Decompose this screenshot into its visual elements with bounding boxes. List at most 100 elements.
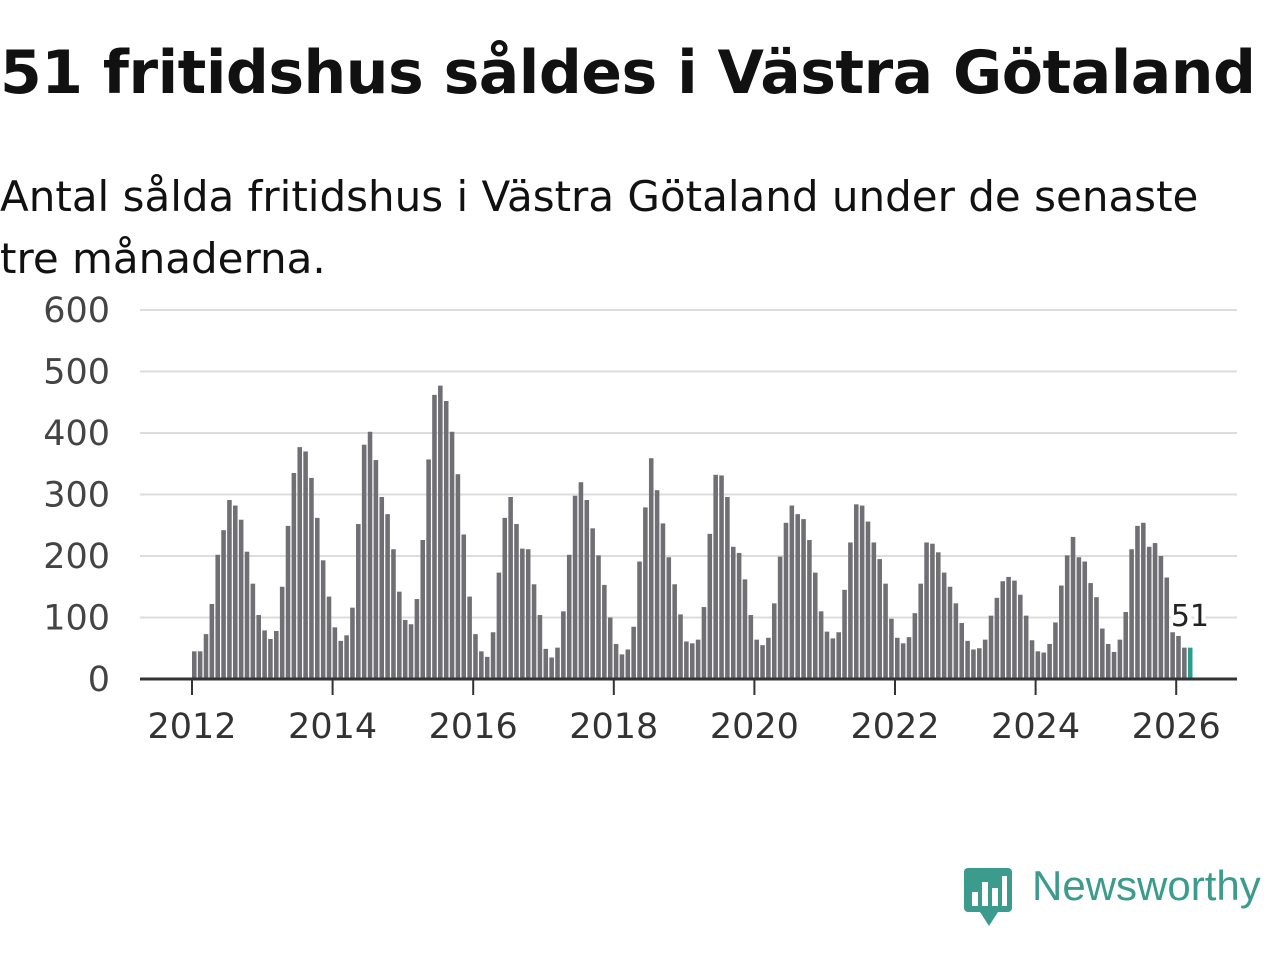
bar (1018, 594, 1023, 679)
y-tick-label: 600 (43, 291, 110, 331)
bar (619, 654, 625, 679)
bar (443, 401, 449, 679)
bar (602, 584, 607, 679)
bar (877, 559, 882, 679)
bar (848, 542, 853, 679)
bar (555, 647, 560, 679)
bar (678, 614, 683, 679)
bar (484, 656, 490, 679)
x-tick-label: 2018 (569, 707, 658, 747)
y-tick-label: 400 (43, 414, 110, 454)
bar (789, 505, 795, 679)
bar (1170, 632, 1175, 679)
bar (988, 615, 994, 679)
bar (590, 528, 595, 679)
highlight-bar (1187, 647, 1193, 679)
bar (771, 603, 777, 679)
bar (672, 584, 677, 679)
bar (426, 459, 431, 679)
bar (520, 548, 525, 679)
bar (256, 615, 261, 679)
bar (285, 525, 291, 679)
bar (1064, 555, 1070, 679)
bar (1123, 611, 1129, 679)
bar (373, 460, 379, 679)
bar (924, 542, 929, 679)
bar (332, 627, 338, 679)
bar (525, 549, 531, 679)
x-tick-label: 2012 (147, 707, 236, 747)
bar (1146, 546, 1152, 679)
bar (233, 505, 238, 679)
bar (1164, 577, 1170, 679)
bar (895, 637, 900, 679)
bar (238, 519, 244, 679)
y-axis-ticks: 0 100 200 300 400 500 600 (43, 291, 110, 700)
bar (648, 458, 654, 679)
x-tick-label: 2016 (429, 707, 518, 747)
bar (1129, 549, 1134, 679)
bar (537, 615, 543, 679)
bar (584, 500, 590, 679)
bar (496, 572, 502, 679)
bar (279, 586, 285, 679)
bar (1047, 643, 1052, 679)
bar (350, 607, 355, 679)
x-tick-label: 2020 (710, 707, 799, 747)
bar (918, 583, 923, 679)
bar (572, 495, 578, 679)
bar (344, 635, 349, 679)
bar (625, 649, 631, 679)
bar (754, 639, 759, 679)
bar (1141, 522, 1146, 679)
bar (467, 596, 472, 679)
bar (578, 482, 584, 679)
gridlines (140, 309, 1237, 619)
bar (1006, 576, 1011, 679)
bar (871, 542, 877, 679)
newsworthy-logo-icon (964, 868, 1012, 926)
bar (1029, 640, 1035, 679)
bar (192, 651, 197, 679)
bar (959, 623, 964, 679)
bar (531, 584, 537, 679)
x-axis-ticks: 2012 2014 2016 2018 2020 2022 2024 2026 (147, 679, 1221, 747)
bar (379, 496, 385, 679)
bar (1111, 651, 1117, 679)
bar (631, 626, 636, 679)
bar (215, 554, 220, 679)
bar (1076, 557, 1082, 679)
bar (561, 611, 566, 679)
bar (490, 632, 496, 679)
bar (900, 643, 906, 679)
bar (402, 619, 408, 679)
bar (508, 496, 513, 679)
bar (326, 596, 332, 679)
bar (1035, 651, 1041, 679)
bar (713, 474, 718, 679)
bar (812, 572, 818, 679)
bar (297, 447, 303, 679)
bar (438, 385, 443, 679)
bar (1023, 615, 1029, 679)
bar (268, 639, 273, 679)
bar (707, 533, 713, 679)
bar (889, 618, 894, 679)
bar (930, 543, 935, 679)
bar (684, 641, 689, 679)
bar (842, 589, 847, 679)
bar (977, 648, 982, 679)
bar (197, 651, 203, 679)
bar (801, 519, 806, 679)
bar (1041, 652, 1047, 679)
bar (730, 546, 736, 679)
bar (455, 474, 461, 679)
bar (865, 521, 871, 679)
bar (291, 472, 297, 679)
bar (725, 496, 730, 679)
bar (203, 634, 209, 679)
bar (965, 640, 970, 679)
bar (1053, 622, 1058, 679)
bar (549, 657, 554, 679)
bar (666, 557, 672, 679)
